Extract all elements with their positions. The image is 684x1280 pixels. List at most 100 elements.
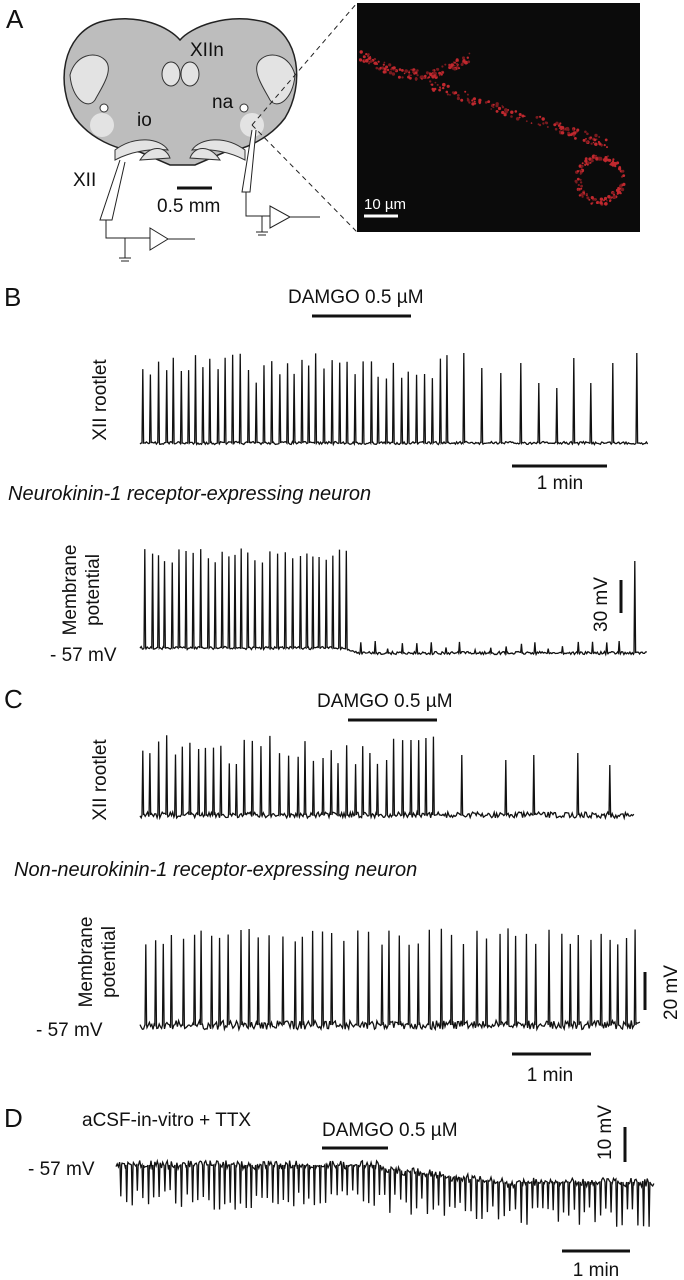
punctum (492, 103, 495, 106)
punctum (572, 134, 576, 137)
punctum (554, 127, 558, 131)
punctum (439, 86, 441, 89)
punctum (474, 102, 477, 105)
resting-label: - 57 mV (28, 1159, 95, 1180)
punctum (408, 71, 411, 74)
punctum (497, 106, 502, 111)
trace (115, 1158, 655, 1227)
voltage-scale-label: 20 mV (661, 965, 682, 1020)
punctum (587, 161, 591, 165)
punctum (466, 93, 469, 96)
punctum (369, 59, 373, 63)
punctum (362, 55, 366, 59)
punctum (578, 164, 582, 168)
time-scale-label: 1 min (537, 473, 583, 494)
punctum (368, 56, 371, 60)
punctum (448, 64, 451, 66)
punctum (471, 99, 474, 102)
punctum (410, 68, 413, 71)
punctum (420, 75, 424, 79)
punctum (579, 169, 582, 172)
punctum (600, 144, 603, 147)
punctum (579, 172, 582, 175)
punctum (576, 129, 579, 132)
punctum (575, 181, 578, 184)
punctum (576, 177, 580, 181)
punctum (432, 88, 436, 92)
punctum (375, 66, 379, 70)
punctum (367, 55, 369, 57)
punctum (606, 199, 608, 202)
punctum (607, 195, 611, 199)
resting-label: - 57 mV (36, 1020, 103, 1041)
punctum (580, 167, 583, 169)
punctum (436, 83, 439, 86)
punctum (582, 138, 586, 142)
punctum (449, 94, 451, 96)
punctum (593, 138, 597, 142)
punctum (590, 196, 594, 200)
punctum (448, 65, 452, 70)
punctum (441, 71, 444, 74)
punctum (524, 115, 526, 117)
punctum (541, 117, 545, 121)
label-io: io (137, 110, 152, 131)
punctum (598, 136, 601, 138)
punctum (414, 71, 418, 75)
punctum (594, 133, 598, 138)
punctum (576, 170, 580, 173)
trace-label: potential (83, 554, 104, 626)
punctum (490, 104, 494, 107)
punctum (586, 132, 589, 136)
punctum (613, 161, 617, 166)
punctum (621, 169, 625, 173)
punctum (612, 158, 615, 161)
scale-label: 0.5 mm (157, 196, 220, 217)
punctum (518, 116, 521, 119)
punctum (572, 128, 575, 131)
punctum (607, 155, 609, 158)
punctum (598, 158, 601, 161)
punctum (612, 195, 617, 199)
punctum (373, 57, 377, 61)
punctum (433, 74, 437, 77)
punctum (385, 65, 389, 69)
punctum (609, 163, 612, 166)
punctum (438, 71, 442, 75)
punctum (444, 63, 447, 66)
punctum (501, 110, 505, 115)
punctum (412, 71, 414, 73)
punctum (468, 52, 471, 55)
punctum (416, 74, 419, 77)
punctum (425, 71, 429, 75)
punctum (460, 63, 464, 66)
punctum (589, 136, 593, 139)
punctum (602, 159, 605, 161)
punctum (404, 69, 409, 73)
punctum (454, 91, 458, 95)
punctum (539, 115, 542, 118)
punctum (462, 56, 465, 60)
punctum (410, 74, 412, 77)
punctum (592, 141, 595, 144)
immunolabel (358, 50, 626, 206)
punctum (392, 66, 396, 70)
punctum (454, 61, 456, 64)
punctum (603, 196, 608, 201)
punctum (617, 186, 620, 190)
label-xii: XII (73, 170, 96, 191)
punctum (619, 187, 622, 190)
punctum (408, 70, 410, 72)
punctum (359, 50, 363, 54)
punctum (590, 159, 594, 163)
punctum (441, 65, 444, 68)
punctum (391, 72, 396, 76)
trace (139, 735, 635, 821)
drug-label: DAMGO 0.5 µM (317, 691, 453, 712)
punctum (586, 163, 589, 166)
punctum (542, 122, 545, 125)
panel-label: B (4, 282, 21, 312)
punctum (455, 58, 459, 62)
punctum (464, 90, 467, 93)
condition-label: aCSF-in-vitro + TTX (82, 1110, 251, 1131)
